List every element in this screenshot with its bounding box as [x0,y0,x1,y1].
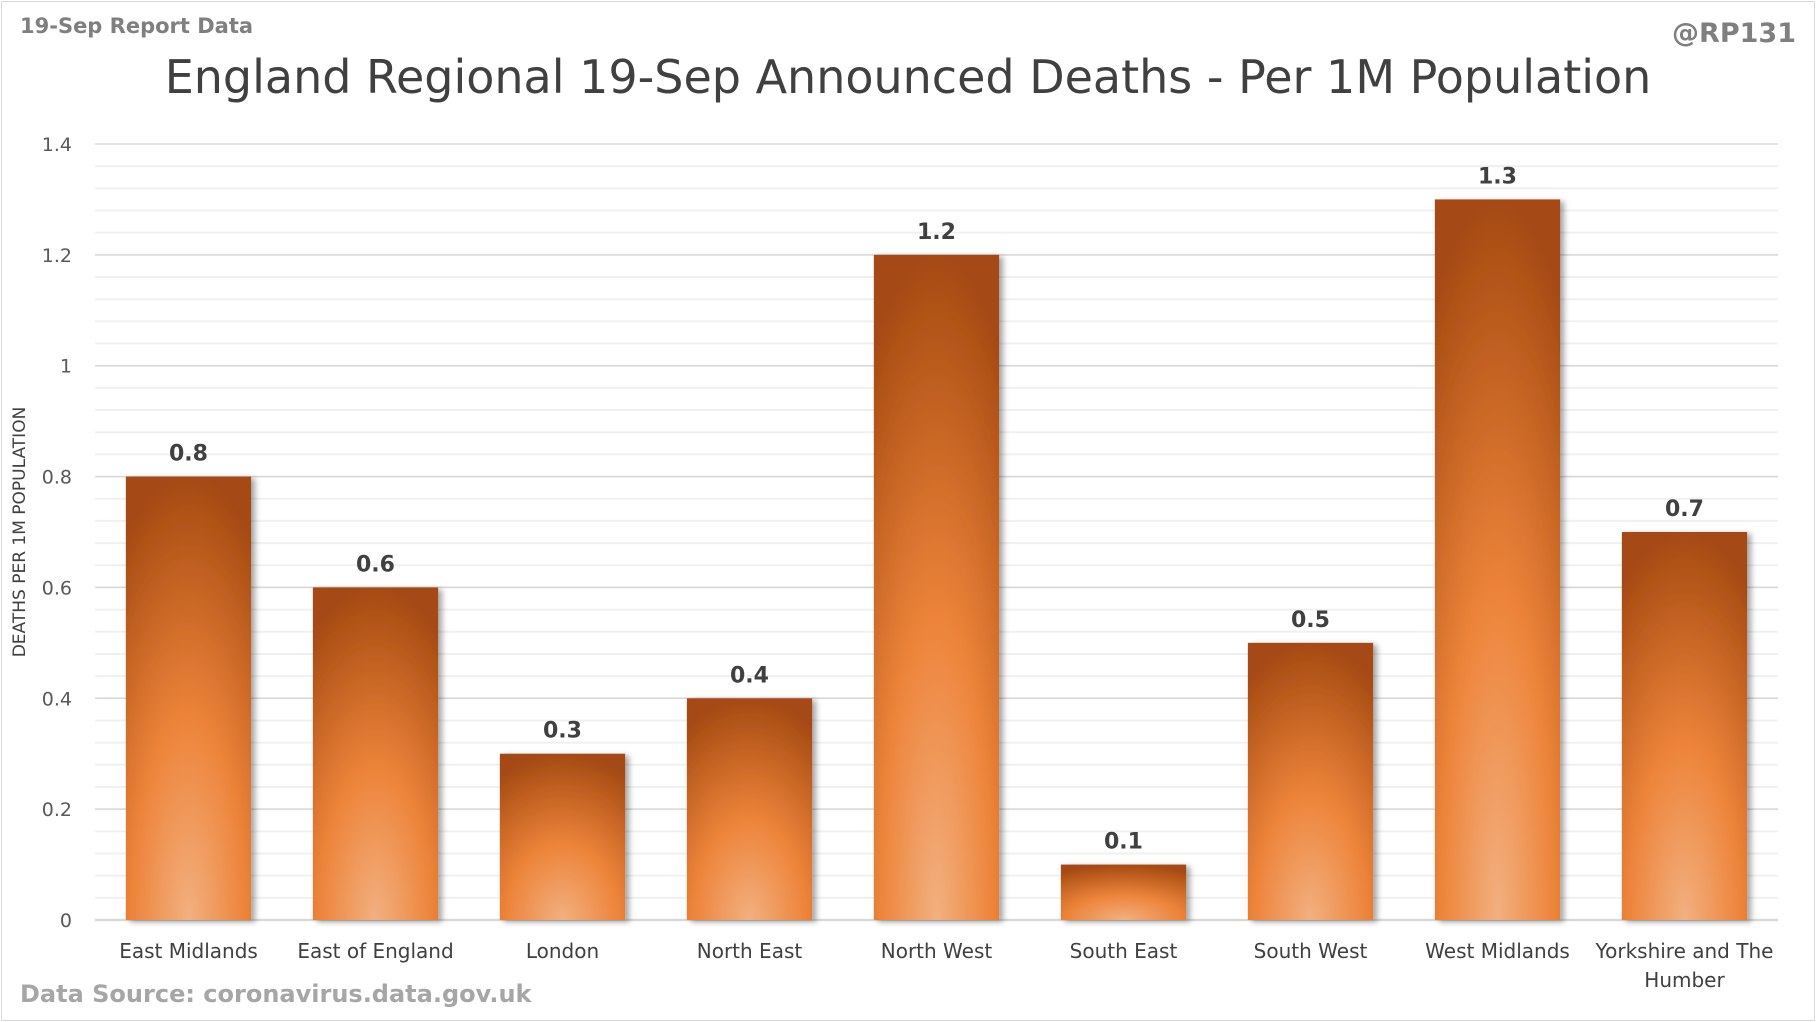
x-tick-label: North East [697,939,803,963]
author-handle: @RP131 [1672,18,1796,49]
report-label: 19-Sep Report Data [20,14,254,38]
data-label: 0.4 [730,663,769,688]
x-tick-label: South East [1070,939,1178,963]
y-tick-label: 0.6 [42,577,72,599]
bar[interactable] [686,698,813,920]
y-tick-label: 0 [60,910,72,932]
x-tick-label: East of England [297,939,453,963]
y-tick-label: 0.4 [42,688,72,710]
bar[interactable] [1434,199,1561,920]
y-tick-label: 0.2 [42,799,72,821]
bar[interactable] [312,587,439,920]
data-label: 0.8 [169,442,208,467]
bar[interactable] [1247,642,1374,920]
x-tick-label: Humber [1644,968,1725,992]
x-tick-label: South West [1254,939,1368,963]
bar[interactable] [873,254,1000,920]
y-tick-label: 1 [60,356,72,378]
x-tick-label: West Midlands [1425,939,1570,963]
data-label: 0.7 [1665,497,1704,522]
data-label: 1.2 [917,220,956,245]
data-source: Data Source: coronavirus.data.gov.uk [20,980,532,1008]
bar[interactable] [125,476,252,920]
y-tick-label: 1.4 [42,134,72,156]
data-label: 0.6 [356,552,395,577]
data-label: 0.5 [1291,608,1330,633]
x-tick-label: London [526,939,599,963]
data-label: 0.3 [543,719,582,744]
y-tick-label: 1.2 [42,245,72,267]
x-tick-label: North West [881,939,993,963]
bar[interactable] [1621,532,1748,920]
chart-title: England Regional 19-Sep Announced Deaths… [164,50,1652,104]
y-tick-label: 0.8 [42,467,72,489]
x-tick-label: East Midlands [119,939,258,963]
bar[interactable] [499,753,626,920]
data-label: 1.3 [1478,164,1517,189]
bar[interactable] [1060,864,1187,920]
data-label: 0.1 [1104,830,1143,855]
x-tick-label: Yorkshire and The [1595,939,1774,963]
